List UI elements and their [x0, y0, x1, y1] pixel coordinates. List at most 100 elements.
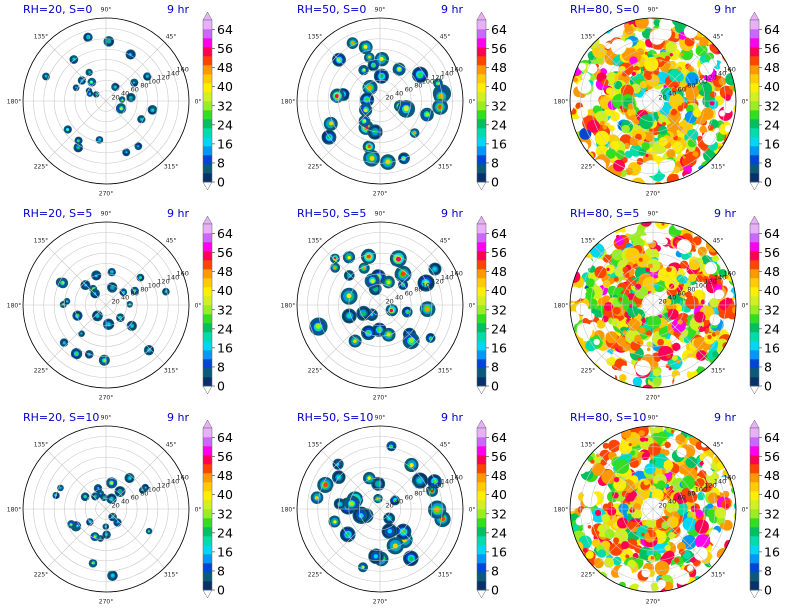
precip-cell [367, 124, 383, 140]
angle-tick-label: 45° [440, 441, 451, 448]
precip-cell-level [88, 71, 91, 74]
precip-cell-level [44, 75, 47, 78]
angular-gridline [105, 100, 165, 160]
panel-time-label: 9 hr [167, 3, 189, 16]
precip-band-blob [612, 249, 624, 261]
angular-gridline [321, 508, 381, 568]
precip-band-blob [625, 167, 633, 176]
precip-band-layer [570, 18, 736, 184]
radial-tick-label: 100 [148, 78, 160, 86]
precip-field [309, 248, 442, 350]
angular-gridline [321, 450, 381, 510]
precip-cell-level [110, 481, 114, 485]
precip-cell [130, 286, 139, 296]
precip-cell-level [75, 86, 77, 89]
precip-band-blob [664, 298, 672, 306]
precip-cell [74, 522, 81, 529]
precip-cell [397, 100, 416, 118]
precip-cell [329, 253, 340, 264]
precip-band-blob [627, 107, 637, 117]
angle-tick-label: 270° [646, 191, 660, 198]
colorbar-extend-top [202, 419, 213, 429]
precip-core [677, 105, 684, 112]
precip-cell-level [103, 496, 105, 498]
colorbar-segment [477, 65, 486, 75]
precip-band-blob [634, 591, 644, 592]
precip-core [627, 102, 635, 110]
colorbar-tick-label: 24 [491, 525, 507, 540]
angle-tick-label: 180° [281, 99, 295, 106]
precip-band-blob [629, 56, 638, 65]
colorbar-segment [750, 581, 759, 591]
precip-core [724, 274, 729, 279]
precip-core [682, 155, 686, 159]
precip-cell [380, 154, 396, 170]
precip-band-blob [664, 441, 671, 449]
polar-frame [296, 17, 464, 185]
precip-cell-level [379, 56, 384, 61]
colorbar-segment [203, 287, 212, 297]
precip-band-blob [728, 142, 736, 152]
panel-title: RH=50, S=10 [297, 411, 373, 424]
angle-tick-label: 90° [648, 7, 659, 14]
colorbar-segment [750, 251, 759, 261]
radial-tick-label: 60 [405, 290, 413, 298]
colorbar-extend-bottom [202, 385, 213, 395]
angle-tick-label: 315° [164, 572, 178, 579]
radial-tick-label: 140 [167, 70, 179, 78]
precip-cell-level [409, 463, 414, 468]
clear-patch [570, 311, 580, 325]
colorbar-segment [203, 101, 212, 111]
colorbar-segment [203, 332, 212, 342]
precip-core [714, 330, 721, 336]
colorbar-segment [477, 83, 486, 93]
precip-cell [72, 310, 83, 321]
colorbar-frame [749, 19, 760, 183]
clear-patch [621, 365, 628, 372]
precip-band-blob [665, 41, 677, 53]
precip-cell-level [437, 82, 440, 86]
precip-band-blob [688, 259, 700, 271]
polar-frame [22, 221, 190, 389]
clear-patch [610, 39, 627, 55]
angle-tick-label: 270° [373, 395, 387, 402]
precip-cell-level [151, 108, 155, 112]
polar-panel: 90°45°0°315°270°225°180°135°20 40 60 80 1001… [281, 411, 507, 606]
clear-patch [691, 168, 704, 182]
precip-cell-level [346, 313, 352, 319]
precip-band-blob [654, 560, 670, 576]
precip-cell [63, 125, 72, 134]
colorbar-segment [750, 224, 759, 234]
colorbar-segment [477, 341, 486, 351]
colorbar-segment [477, 38, 486, 48]
colorbar-segment [203, 341, 212, 351]
angle-tick-label: 180° [554, 303, 568, 310]
radial-tick-label: 20 [385, 298, 393, 306]
polar-frame [296, 425, 464, 593]
precip-cell-level [84, 283, 87, 287]
colorbar-tick-label: 8 [764, 155, 772, 170]
precip-band-blob [570, 548, 581, 561]
precip-core [638, 257, 643, 262]
radial-tick-label: 120 [431, 482, 443, 490]
colorbar-extend-top [476, 11, 487, 21]
precip-core [644, 51, 648, 55]
angular-gridline [594, 304, 654, 364]
clear-patch [577, 107, 589, 118]
colorbar-tick-label: 8 [217, 155, 225, 170]
colorbar-segment [203, 500, 212, 510]
clear-patch [657, 579, 666, 589]
precip-cell [136, 273, 145, 282]
precip-cell [330, 262, 341, 273]
precip-cell [362, 471, 376, 485]
precip-cell-level [333, 520, 337, 524]
colorbar-segment [203, 464, 212, 474]
precip-band-blob [653, 19, 661, 26]
precip-core [657, 338, 664, 346]
colorbar-tick-label: 32 [764, 506, 780, 521]
precip-cell-level [110, 497, 113, 501]
precip-cell [363, 149, 381, 167]
precip-band-blob [603, 254, 612, 263]
colorbar-segment [203, 38, 212, 48]
precip-cell-level [99, 537, 101, 539]
